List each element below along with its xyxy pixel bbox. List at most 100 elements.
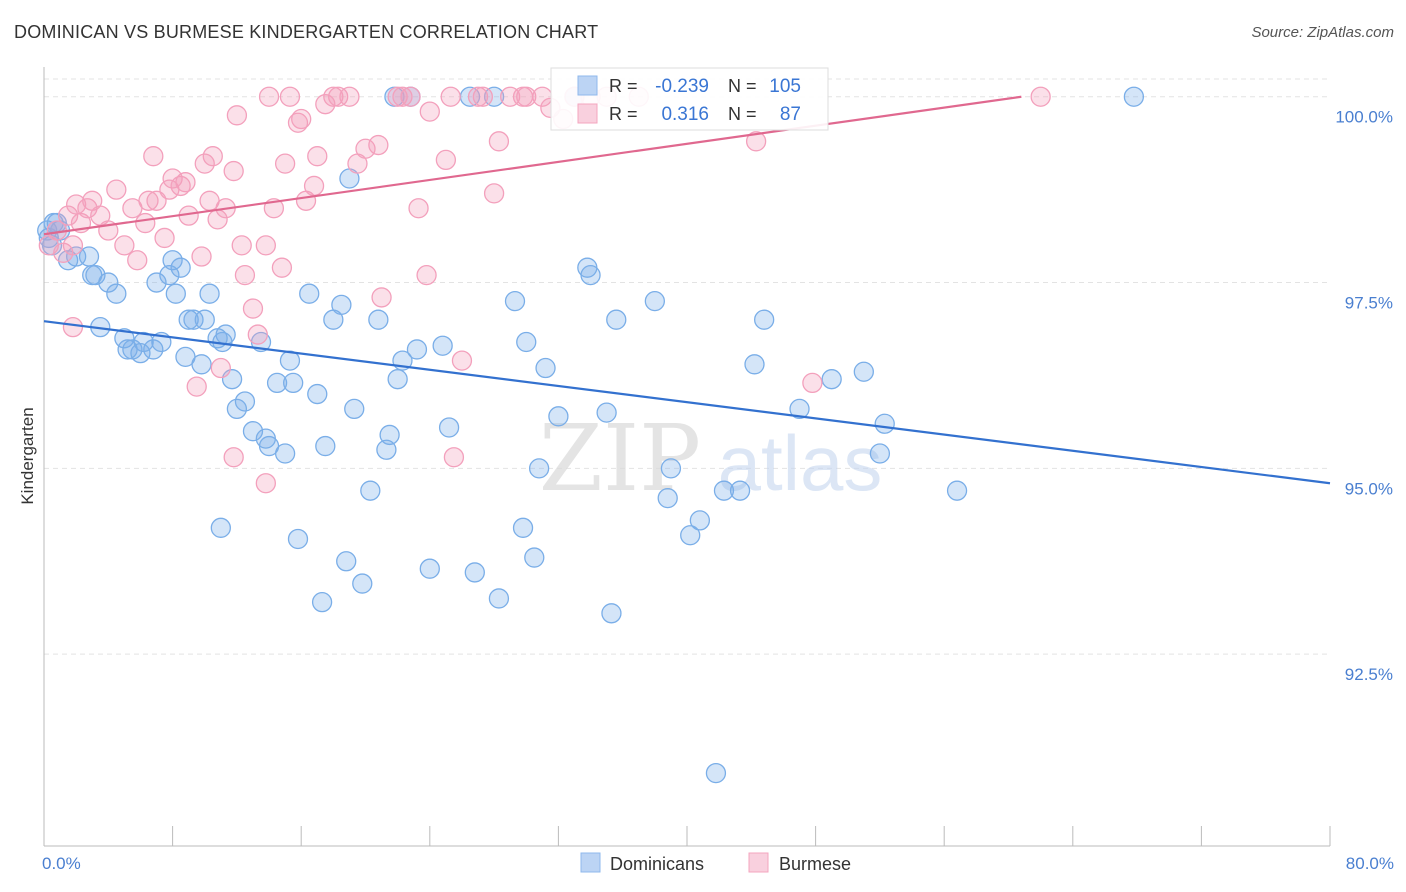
point-dominicans <box>130 343 151 364</box>
y-tick-labels: 100.0% 97.5% 95.0% 92.5% <box>1335 108 1393 684</box>
point-dominicans <box>680 525 701 546</box>
point-burmese <box>162 168 183 189</box>
series-dominicans <box>37 86 1145 784</box>
point-burmese <box>135 212 156 234</box>
point-burmese <box>355 138 376 159</box>
point-burmese <box>1030 86 1051 107</box>
point-burmese <box>802 372 823 394</box>
point-burmese <box>223 160 244 182</box>
point-dominicans <box>524 547 545 568</box>
y-tick-label: 97.5% <box>1345 294 1393 313</box>
point-burmese <box>194 153 215 174</box>
point-burmese <box>62 235 84 256</box>
point-burmese <box>258 86 280 107</box>
point-dominicans <box>98 272 119 293</box>
point-dominicans <box>387 369 408 390</box>
point-dominicans <box>713 480 735 501</box>
point-dominicans <box>162 250 183 271</box>
point-dominicans <box>143 339 164 360</box>
point-burmese <box>467 86 489 107</box>
point-dominicans <box>744 354 765 375</box>
x-tick-label-min: 0.0% <box>42 854 81 873</box>
point-dominicans <box>344 398 365 420</box>
point-burmese <box>247 324 268 345</box>
point-dominicans <box>660 458 682 479</box>
point-burmese <box>143 146 164 167</box>
point-dominicans <box>299 283 320 304</box>
series-legend-swatch-dominicans <box>580 852 601 873</box>
point-burmese <box>66 194 87 215</box>
trend-lines <box>43 95 1331 485</box>
point-dominicans <box>307 383 328 405</box>
point-dominicans <box>644 290 665 312</box>
point-dominicans <box>528 458 550 479</box>
point-dominicans <box>194 309 215 330</box>
point-dominicans <box>199 283 220 304</box>
point-burmese <box>146 190 167 211</box>
point-dominicans <box>705 762 727 784</box>
legend-r-label-dominicans: R = <box>609 76 638 96</box>
point-burmese <box>323 86 344 107</box>
point-dominicans <box>689 510 711 531</box>
point-burmese <box>443 447 465 468</box>
legend-n-label-dominicans: N = <box>728 76 757 96</box>
point-burmese <box>419 101 440 122</box>
point-burmese <box>516 86 537 107</box>
point-dominicans <box>601 603 622 624</box>
point-dominicans <box>315 435 336 457</box>
point-dominicans <box>287 528 309 550</box>
point-dominicans <box>438 417 460 438</box>
point-burmese <box>271 257 293 278</box>
source-label: Source: ZipAtlas.com <box>1251 24 1394 41</box>
point-burmese <box>408 198 429 219</box>
point-dominicans <box>78 246 100 267</box>
point-dominicans <box>504 290 526 312</box>
point-dominicans <box>488 588 510 609</box>
point-dominicans <box>606 309 627 330</box>
point-burmese <box>488 131 510 152</box>
point-burmese <box>186 376 207 397</box>
point-dominicans <box>548 406 569 427</box>
stats-legend: R = -0.239 N = 105 R = 0.316 N = 87 <box>550 67 829 131</box>
point-burmese <box>138 190 159 211</box>
point-burmese <box>114 235 135 256</box>
point-burmese <box>440 86 461 107</box>
legend-r-value-burmese: 0.316 <box>661 104 709 125</box>
point-dominicans <box>368 309 389 330</box>
point-dominicans <box>336 551 357 572</box>
trend-line-dominicans <box>43 320 1331 485</box>
point-burmese <box>57 205 79 226</box>
y-tick-label: 100.0% <box>1335 108 1393 127</box>
point-dominicans <box>512 517 534 538</box>
series-legend-swatch-burmese <box>748 852 769 873</box>
point-burmese <box>191 246 212 267</box>
y-tick-label: 95.0% <box>1345 479 1393 498</box>
point-dominicans <box>516 331 537 353</box>
point-dominicans <box>432 335 453 356</box>
point-dominicans <box>376 439 397 460</box>
point-burmese <box>451 350 473 371</box>
point-dominicans <box>283 372 304 394</box>
point-burmese <box>483 183 505 204</box>
legend-n-value-dominicans: 105 <box>769 76 801 97</box>
point-dominicans <box>311 592 333 613</box>
point-burmese <box>242 298 264 319</box>
y-axis-label: Kindergarten <box>18 407 37 504</box>
legend-r-value-dominicans: -0.239 <box>655 76 709 97</box>
y-tick-label: 92.5% <box>1345 665 1393 684</box>
point-burmese <box>62 316 84 338</box>
trend-line-burmese <box>43 95 1022 236</box>
point-dominicans <box>274 443 296 464</box>
x-tick-label-max: 80.0% <box>1346 854 1394 873</box>
point-burmese <box>371 287 392 308</box>
point-dominicans <box>226 398 248 420</box>
point-dominicans <box>464 562 485 583</box>
point-dominicans <box>729 480 751 501</box>
point-dominicans <box>789 398 810 420</box>
watermark: ZIP atlas <box>539 405 882 512</box>
point-burmese <box>416 264 437 286</box>
point-dominicans <box>210 517 231 538</box>
point-burmese <box>392 86 413 107</box>
point-dominicans <box>596 402 617 423</box>
legend-swatch-burmese <box>577 103 598 124</box>
